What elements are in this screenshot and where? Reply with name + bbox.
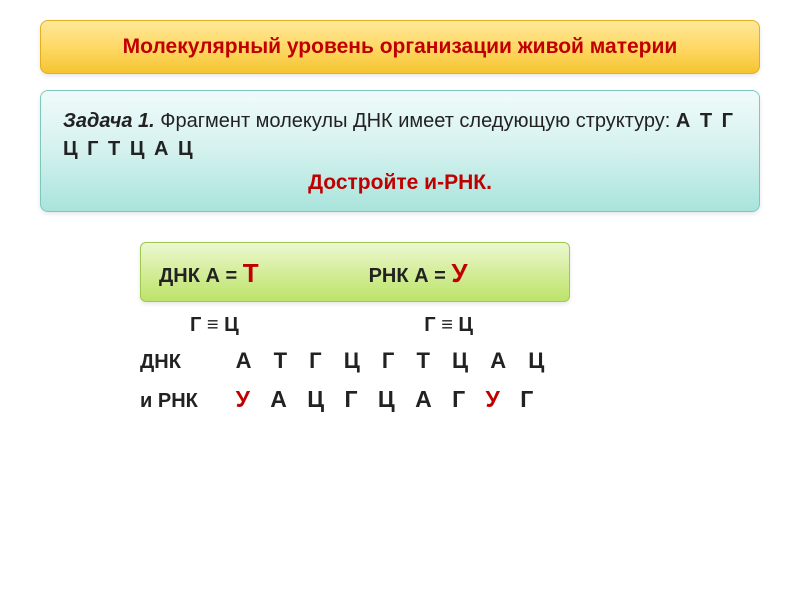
rule-row1: ДНК А = Т РНК А = У (159, 255, 551, 291)
gc-right: Г ≡ Ц (424, 308, 473, 342)
task-line1: Задача 1. Фрагмент молекулы ДНК имеет сл… (63, 107, 737, 163)
task-instruction: Достройте и-РНК. (63, 171, 737, 195)
answer-area: Г ≡ Ц Г ≡ Ц ДНК А Т Г Ц Г Т Ц А Ц и РНК … (140, 308, 760, 418)
task-box: Задача 1. Фрагмент молекулы ДНК имеет сл… (40, 90, 760, 212)
dna-answer-seq: А Т Г Ц Г Т Ц А Ц (236, 348, 553, 373)
title-text: Молекулярный уровень организации живой м… (61, 35, 739, 59)
rna-answer-label: и РНК (140, 384, 230, 418)
title-box: Молекулярный уровень организации живой м… (40, 20, 760, 74)
rna-pair: У (451, 258, 467, 288)
dna-pair: Т (243, 258, 259, 288)
dna-answer-row: ДНК А Т Г Ц Г Т Ц А Ц (140, 342, 760, 379)
dna-answer-label: ДНК (140, 345, 230, 379)
gc-row: Г ≡ Ц Г ≡ Ц (140, 308, 760, 342)
gc-left: Г ≡ Ц (190, 308, 239, 342)
dna-rule-label: ДНК А = (159, 265, 243, 287)
task-label: Задача 1. (63, 110, 155, 132)
rna-answer-seq: У А Ц Г Ц А Г У Г (236, 386, 541, 412)
task-text: Фрагмент молекулы ДНК имеет следующую ст… (155, 110, 676, 132)
rule-box: ДНК А = Т РНК А = У (140, 242, 570, 302)
rna-rule-label: РНК А = (369, 265, 452, 287)
rna-answer-row: и РНК У А Ц Г Ц А Г У Г (140, 380, 760, 419)
